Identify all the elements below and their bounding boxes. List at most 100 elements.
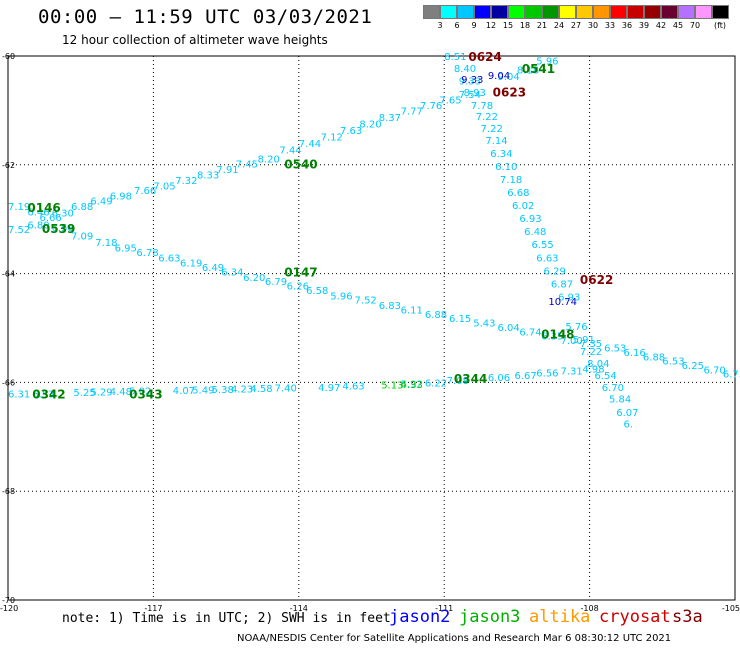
wave-height-value: 5.38 — [212, 385, 234, 396]
wave-height-value: 4.63 — [342, 382, 364, 393]
longitude-label: -117 — [144, 604, 162, 613]
wave-height-value: 6.79 — [265, 277, 287, 288]
wave-height-value: 8.93 — [464, 88, 486, 99]
wave-height-value: 7.09 — [71, 232, 93, 243]
wave-height-value: 7.52 — [355, 296, 377, 307]
wave-height-value: 6.29 — [544, 266, 566, 277]
color-scale-label: 15 — [502, 21, 514, 30]
wave-height-value: 6.25 — [682, 361, 704, 372]
legend-jason3: jason3 — [459, 607, 521, 627]
wave-height-value: 6.46 — [27, 208, 49, 219]
wave-height-value: 7.54 — [459, 90, 481, 101]
color-scale-cell — [593, 5, 610, 19]
color-scale-label: 9 — [471, 21, 477, 30]
wave-height-value: 5.84 — [609, 395, 631, 406]
pass-time-label: 0541 — [522, 62, 555, 76]
wave-height-value: 8.37 — [379, 113, 401, 124]
wave-height-value: 4.07 — [173, 386, 195, 397]
wave-height-value: 7.76 — [420, 101, 442, 112]
wave-height-value: 5.29 — [90, 388, 112, 399]
wave-height-value: 7.52 — [8, 225, 30, 236]
pass-time-label: 0342 — [32, 387, 65, 401]
color-scale-label: 33 — [604, 21, 616, 30]
wave-height-value: 7.44 — [299, 139, 321, 150]
color-scale-label: 24 — [553, 21, 565, 30]
wave-height-value: 7.44 — [279, 146, 301, 157]
wave-height-value: 5.91 — [573, 335, 595, 346]
wave-height-value: 7.18 — [500, 175, 522, 186]
latitude-label: -60 — [2, 52, 15, 61]
wave-height-value: 7.63 — [340, 126, 362, 137]
pass-time-labels: 0624 0541 0623 0540 0146 0539 0147 0622 0148 0344… — [27, 50, 613, 401]
wave-height-value: 4.23 — [231, 384, 253, 395]
wave-height-value: 7.78 — [471, 101, 493, 112]
wave-height-value: 7.65 — [439, 96, 461, 107]
wave-height-value: 6.80 — [27, 221, 49, 232]
wave-height-value: 6.35 — [541, 332, 563, 343]
wave-height-value: 6. — [624, 420, 634, 431]
wave-height-value: 6.78 — [136, 248, 158, 259]
wave-height-value: 7.40 — [275, 383, 297, 394]
wave-height-value: 6.70 — [602, 383, 624, 394]
wave-height-value: 6.34 — [490, 149, 512, 160]
color-scale-label: 70 — [689, 21, 701, 30]
wave-height-value: 4.98 — [582, 364, 604, 375]
latitude-label: -68 — [2, 487, 15, 496]
wave-height-value: 5.76 — [565, 322, 587, 333]
wave-height-value: 6.10 — [495, 162, 517, 173]
wave-height-value: 7.18 — [95, 238, 117, 249]
wave-height-value: 7.35 — [580, 339, 602, 350]
longitude-labels: -120 -117 -114 -111 -108 -105 — [0, 604, 740, 613]
wave-height-value: 5.25 — [73, 388, 95, 399]
wave-height-value: 8.40 — [454, 64, 476, 75]
wave-height-value: 6.98 — [110, 191, 132, 202]
legend-s3a: s3a — [672, 607, 703, 627]
color-scale-label: 3 — [437, 21, 443, 30]
wave-height-value: 6.93 — [519, 214, 541, 225]
wave-height-value: 7.22 — [476, 112, 498, 123]
longitude-label: -111 — [435, 604, 453, 613]
color-scale-label: 27 — [570, 21, 582, 30]
wave-height-value: 7.22 — [481, 124, 503, 135]
wave-height-value: 6.87 — [551, 279, 573, 290]
wave-height-value: 7.91 — [216, 165, 238, 176]
wave-height-value: 9.04 — [488, 71, 510, 82]
wave-height-value: 5.43 — [473, 319, 495, 330]
wave-height-value: 9.33 — [461, 75, 483, 86]
wave-height-value: 7.22 — [580, 347, 602, 358]
page-subtitle: 12 hour collection of altimeter wave hei… — [62, 33, 328, 47]
wave-height-value: 6.26 — [287, 282, 309, 293]
page-title: 00:00 – 11:59 UTC 03/03/2021 — [38, 6, 373, 28]
pass-time-label: 0344 — [454, 372, 487, 386]
color-scale-cell — [712, 5, 729, 19]
wave-height-value: 6.88 — [71, 202, 93, 213]
wave-height-value: 8.51 — [444, 52, 466, 63]
longitude-label: -105 — [722, 604, 740, 613]
wave-height-value: 6.53 — [662, 357, 684, 368]
pass-time-label: 0147 — [284, 265, 317, 279]
pass-time-label: 0148 — [541, 327, 574, 341]
wave-height-value: 6.67 — [514, 371, 536, 382]
wave-height-value: 6.49 — [202, 263, 224, 274]
color-scale-label: 18 — [519, 21, 531, 30]
wave-height-value: 4.48 — [110, 387, 132, 398]
color-scale-label: 6 — [454, 21, 460, 30]
pass-time-label: 0146 — [27, 201, 60, 215]
map-grid — [8, 56, 735, 600]
wave-height-value: 6.66 — [40, 213, 62, 224]
wave-height-value: 7.05 — [153, 181, 175, 192]
wave-height-value: 4.33 — [401, 380, 423, 391]
wave-height-values: 8.518.409.338.937.787.227.227.146.346.10… — [8, 52, 740, 431]
wave-height-value: 7.77 — [401, 106, 423, 117]
wave-height-value: 6.55 — [531, 240, 553, 251]
wave-height-value: 6.19 — [180, 259, 202, 270]
color-scale-label: 39 — [638, 21, 650, 30]
color-scale-cell — [457, 5, 474, 19]
wave-height-value: 6.95 — [115, 243, 137, 254]
wave-height-value: 6.02 — [512, 201, 534, 212]
latitude-label: -66 — [2, 378, 15, 387]
color-scale-cell — [491, 5, 508, 19]
wave-height-value: 9.33 — [459, 76, 481, 87]
